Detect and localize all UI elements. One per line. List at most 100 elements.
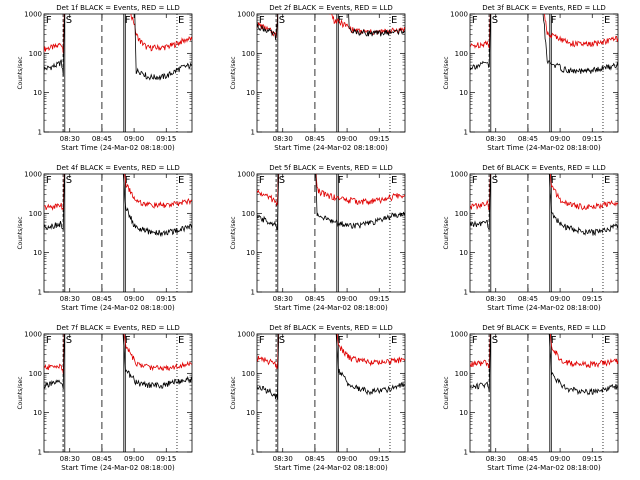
panel-det-5f: Det 5f BLACK = Events, RED = LLD 1 10 100 10… <box>230 164 406 312</box>
x-axis-label: Start Time (24-Mar-02 08:18:00) <box>61 144 175 152</box>
events-series-line <box>257 14 405 40</box>
event-letter: S <box>279 175 285 186</box>
x-tick-label: 09:15 <box>582 455 602 463</box>
panel-det-7f: Det 7f BLACK = Events, RED = LLD 1 10 100 10… <box>17 324 193 472</box>
x-axis-label: Start Time (24-Mar-02 08:18:00) <box>274 464 388 472</box>
x-tick-label: 08:30 <box>486 135 506 143</box>
x-tick-label: 09:15 <box>369 135 389 143</box>
event-letter: F <box>259 335 265 346</box>
y-tick-label: 1 <box>38 129 42 137</box>
x-tick-label: 08:30 <box>60 135 80 143</box>
plot-frame <box>43 173 193 293</box>
lld-series-line <box>257 174 405 207</box>
x-axis-label: Start Time (24-Mar-02 08:18:00) <box>274 144 388 152</box>
x-tick-label: 09:00 <box>124 295 144 303</box>
events-series-line <box>44 174 192 237</box>
event-letter: S <box>279 15 285 26</box>
event-letter: F <box>46 335 52 346</box>
x-tick-label: 08:30 <box>60 295 80 303</box>
event-letter: E <box>178 175 184 186</box>
x-axis-label: Start Time (24-Mar-02 08:18:00) <box>487 464 601 472</box>
x-axis-label: Start Time (24-Mar-02 08:18:00) <box>487 304 601 312</box>
x-tick-label: 09:00 <box>337 135 357 143</box>
event-letter: F <box>338 335 344 346</box>
x-tick-label: 08:45 <box>305 135 325 143</box>
event-letter: E <box>604 335 610 346</box>
y-tick-label: 1000 <box>24 11 42 19</box>
y-tick-label: 10 <box>246 249 255 257</box>
y-tick-label: 10 <box>246 409 255 417</box>
panel-title: Det 9f BLACK = Events, RED = LLD <box>482 324 605 332</box>
x-tick-label: 08:45 <box>518 295 538 303</box>
plot-frame <box>469 333 619 453</box>
y-tick-label: 10 <box>33 89 42 97</box>
y-axis-label: Counts/sec <box>230 376 237 409</box>
panel-det-2f: Det 2f BLACK = Events, RED = LLD 1 10 100 10… <box>230 4 406 152</box>
x-axis-label: Start Time (24-Mar-02 08:18:00) <box>61 464 175 472</box>
y-tick-label: 1000 <box>24 331 42 339</box>
y-tick-label: 100 <box>242 50 255 58</box>
event-letter: F <box>125 335 131 346</box>
plot-frame <box>469 13 619 133</box>
event-letter: F <box>551 335 557 346</box>
y-tick-label: 1 <box>464 129 468 137</box>
y-tick-label: 1 <box>464 289 468 297</box>
lld-series-line <box>257 334 405 370</box>
x-tick-label: 09:15 <box>582 295 602 303</box>
y-axis-label: Counts/sec <box>17 56 24 89</box>
event-letter: E <box>391 335 397 346</box>
x-tick-label: 09:15 <box>156 135 176 143</box>
lld-series-line <box>44 14 192 54</box>
x-tick-label: 08:30 <box>273 455 293 463</box>
plot-frame <box>256 173 406 293</box>
x-tick-label: 09:00 <box>337 455 357 463</box>
event-letter: S <box>279 335 285 346</box>
x-tick-label: 08:30 <box>60 455 80 463</box>
events-series-line <box>470 174 618 237</box>
panel-title: Det 1f BLACK = Events, RED = LLD <box>56 4 179 12</box>
x-tick-label: 08:30 <box>486 295 506 303</box>
x-tick-label: 09:00 <box>337 295 357 303</box>
events-series-line <box>257 174 405 231</box>
event-letter: F <box>472 335 478 346</box>
x-tick-label: 08:45 <box>92 295 112 303</box>
panel-title: Det 6f BLACK = Events, RED = LLD <box>482 164 605 172</box>
x-tick-label: 09:00 <box>550 295 570 303</box>
panel-det-3f: Det 3f BLACK = Events, RED = LLD 1 10 100 10… <box>443 4 619 152</box>
panel-title: Det 2f BLACK = Events, RED = LLD <box>269 4 392 12</box>
y-tick-label: 100 <box>242 210 255 218</box>
y-tick-label: 1 <box>464 449 468 457</box>
panel-det-6f: Det 6f BLACK = Events, RED = LLD 1 10 100 10… <box>443 164 619 312</box>
events-series-line <box>44 14 192 81</box>
x-tick-label: 09:00 <box>124 455 144 463</box>
lld-series-line <box>470 14 618 49</box>
x-axis-label: Start Time (24-Mar-02 08:18:00) <box>487 144 601 152</box>
y-tick-label: 1000 <box>237 11 255 19</box>
event-letter: E <box>391 175 397 186</box>
plot-frame <box>256 13 406 133</box>
plot-frame <box>43 333 193 453</box>
y-tick-label: 100 <box>29 50 42 58</box>
y-axis-label: Counts/sec <box>443 216 450 249</box>
panel-title: Det 5f BLACK = Events, RED = LLD <box>269 164 392 172</box>
events-series-line <box>257 334 405 400</box>
event-letter: F <box>125 175 131 186</box>
lld-series-line <box>44 174 192 211</box>
x-tick-label: 09:15 <box>369 295 389 303</box>
panel-title: Det 8f BLACK = Events, RED = LLD <box>269 324 392 332</box>
event-letter: F <box>551 15 557 26</box>
x-tick-label: 09:00 <box>550 135 570 143</box>
y-tick-label: 100 <box>242 370 255 378</box>
panel-title: Det 7f BLACK = Events, RED = LLD <box>56 324 179 332</box>
event-letter: S <box>492 175 498 186</box>
panel-det-4f: Det 4f BLACK = Events, RED = LLD 1 10 100 10… <box>17 164 193 312</box>
event-letter: F <box>259 15 265 26</box>
y-tick-label: 1000 <box>237 171 255 179</box>
event-letter: F <box>125 15 131 26</box>
event-letter: E <box>391 15 397 26</box>
y-tick-label: 10 <box>33 249 42 257</box>
y-tick-label: 1 <box>38 289 42 297</box>
plot-frame <box>256 333 406 453</box>
x-tick-label: 09:00 <box>550 455 570 463</box>
